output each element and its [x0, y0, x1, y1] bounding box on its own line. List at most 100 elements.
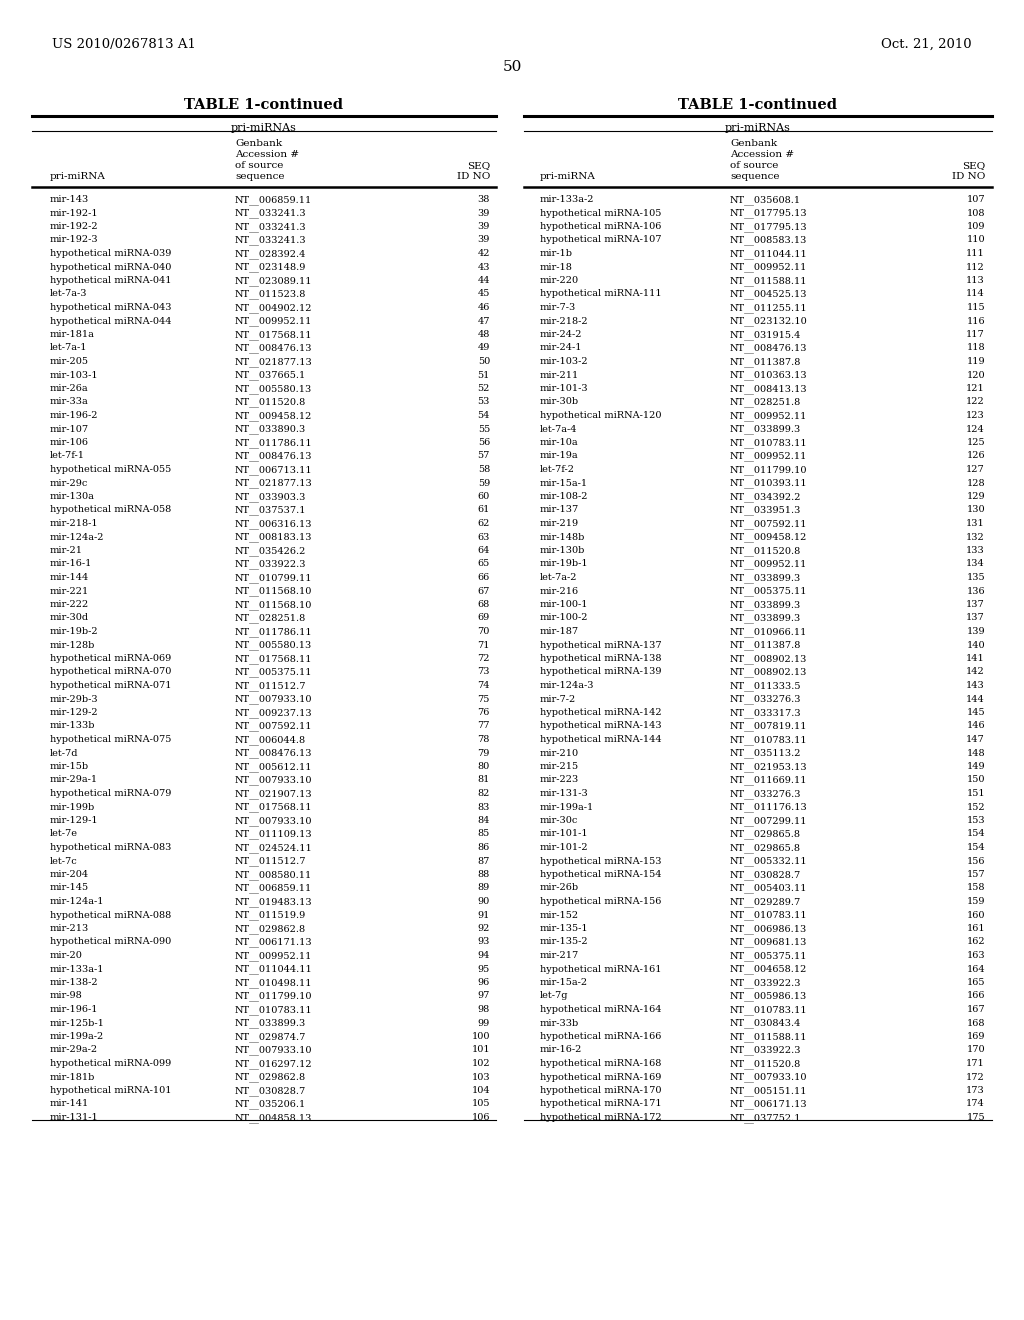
Text: NT__008476.13: NT__008476.13: [234, 451, 312, 461]
Text: mir-205: mir-205: [50, 356, 89, 366]
Text: 69: 69: [478, 614, 490, 623]
Text: NT__011255.11: NT__011255.11: [730, 304, 808, 313]
Text: 161: 161: [967, 924, 985, 933]
Text: NT__010783.11: NT__010783.11: [730, 1005, 808, 1015]
Text: NT__007819.11: NT__007819.11: [730, 722, 808, 731]
Text: hypothetical miRNA-138: hypothetical miRNA-138: [540, 653, 662, 663]
Text: NT__006044.8: NT__006044.8: [234, 735, 306, 744]
Text: NT__021907.13: NT__021907.13: [234, 789, 312, 799]
Text: NT__004902.12: NT__004902.12: [234, 304, 312, 313]
Text: 51: 51: [477, 371, 490, 380]
Text: mir-29a-1: mir-29a-1: [50, 776, 98, 784]
Text: NT__009952.11: NT__009952.11: [730, 560, 807, 569]
Text: hypothetical miRNA-069: hypothetical miRNA-069: [50, 653, 171, 663]
Text: hypothetical miRNA-169: hypothetical miRNA-169: [540, 1072, 662, 1081]
Text: mir-133b: mir-133b: [50, 722, 95, 730]
Text: 152: 152: [967, 803, 985, 812]
Text: 45: 45: [477, 289, 490, 298]
Text: mir-215: mir-215: [540, 762, 580, 771]
Text: 145: 145: [967, 708, 985, 717]
Text: 85: 85: [478, 829, 490, 838]
Text: 49: 49: [477, 343, 490, 352]
Text: 122: 122: [967, 397, 985, 407]
Text: hypothetical miRNA-166: hypothetical miRNA-166: [540, 1032, 662, 1041]
Text: hypothetical miRNA-070: hypothetical miRNA-070: [50, 668, 171, 676]
Text: hypothetical miRNA-071: hypothetical miRNA-071: [50, 681, 171, 690]
Text: 90: 90: [478, 898, 490, 906]
Text: pri-miRNA: pri-miRNA: [540, 172, 596, 181]
Text: 169: 169: [967, 1032, 985, 1041]
Text: hypothetical miRNA-107: hypothetical miRNA-107: [540, 235, 662, 244]
Text: NT__006859.11: NT__006859.11: [234, 195, 312, 205]
Text: hypothetical miRNA-142: hypothetical miRNA-142: [540, 708, 662, 717]
Text: mir-129-2: mir-129-2: [50, 708, 98, 717]
Text: mir-210: mir-210: [540, 748, 580, 758]
Text: 126: 126: [967, 451, 985, 461]
Text: 39: 39: [477, 222, 490, 231]
Text: 102: 102: [471, 1059, 490, 1068]
Text: NT__011512.7: NT__011512.7: [234, 857, 306, 866]
Text: let-7g: let-7g: [540, 991, 568, 1001]
Text: hypothetical miRNA-111: hypothetical miRNA-111: [540, 289, 662, 298]
Text: mir-7-3: mir-7-3: [540, 304, 577, 312]
Text: mir-135-1: mir-135-1: [540, 924, 589, 933]
Text: mir-221: mir-221: [50, 586, 89, 595]
Text: mir-108-2: mir-108-2: [540, 492, 589, 502]
Text: NT__010966.11: NT__010966.11: [730, 627, 807, 636]
Text: let-7a-1: let-7a-1: [50, 343, 87, 352]
Text: US 2010/0267813 A1: US 2010/0267813 A1: [52, 38, 196, 51]
Text: 167: 167: [967, 1005, 985, 1014]
Text: NT__008902.13: NT__008902.13: [730, 653, 807, 664]
Text: NT__004525.13: NT__004525.13: [730, 289, 808, 300]
Text: mir-152: mir-152: [540, 911, 580, 920]
Text: mir-24-2: mir-24-2: [540, 330, 583, 339]
Text: Accession #: Accession #: [730, 150, 795, 158]
Text: Genbank: Genbank: [730, 139, 777, 148]
Text: hypothetical miRNA-144: hypothetical miRNA-144: [540, 735, 662, 744]
Text: mir-18: mir-18: [540, 263, 572, 272]
Text: mir-137: mir-137: [540, 506, 580, 515]
Text: mir-19a: mir-19a: [540, 451, 579, 461]
Text: NT__009458.12: NT__009458.12: [730, 532, 807, 543]
Text: NT__028251.8: NT__028251.8: [234, 614, 306, 623]
Text: 55: 55: [478, 425, 490, 433]
Text: 95: 95: [478, 965, 490, 974]
Text: mir-131-3: mir-131-3: [540, 789, 589, 799]
Text: 39: 39: [477, 209, 490, 218]
Text: mir-26a: mir-26a: [50, 384, 89, 393]
Text: NT__006171.13: NT__006171.13: [730, 1100, 808, 1109]
Text: 39: 39: [477, 235, 490, 244]
Text: hypothetical miRNA-088: hypothetical miRNA-088: [50, 911, 171, 920]
Text: 57: 57: [477, 451, 490, 461]
Text: Genbank: Genbank: [234, 139, 283, 148]
Text: mir-211: mir-211: [540, 371, 580, 380]
Text: NT__017568.11: NT__017568.11: [234, 330, 312, 339]
Text: NT__017568.11: NT__017568.11: [234, 803, 312, 812]
Text: 124: 124: [967, 425, 985, 433]
Text: NT__005403.11: NT__005403.11: [730, 883, 808, 894]
Text: 137: 137: [967, 614, 985, 623]
Text: 93: 93: [477, 937, 490, 946]
Text: 42: 42: [477, 249, 490, 257]
Text: NT__005580.13: NT__005580.13: [234, 640, 312, 651]
Text: hypothetical miRNA-168: hypothetical miRNA-168: [540, 1059, 662, 1068]
Text: NT__021877.13: NT__021877.13: [234, 479, 312, 488]
Text: hypothetical miRNA-079: hypothetical miRNA-079: [50, 789, 171, 799]
Text: NT__037537.1: NT__037537.1: [234, 506, 306, 515]
Text: 59: 59: [478, 479, 490, 487]
Text: pri-miRNAs: pri-miRNAs: [231, 123, 297, 133]
Text: hypothetical miRNA-083: hypothetical miRNA-083: [50, 843, 171, 851]
Text: NT__010363.13: NT__010363.13: [730, 371, 808, 380]
Text: NT__033922.3: NT__033922.3: [730, 1045, 802, 1055]
Text: 77: 77: [477, 722, 490, 730]
Text: let-7a-4: let-7a-4: [540, 425, 578, 433]
Text: 104: 104: [471, 1086, 490, 1096]
Text: 163: 163: [967, 950, 985, 960]
Text: 82: 82: [477, 789, 490, 799]
Text: NT__011520.8: NT__011520.8: [730, 546, 801, 556]
Text: NT__033241.3: NT__033241.3: [234, 235, 306, 246]
Text: mir-33b: mir-33b: [540, 1019, 580, 1027]
Text: NT__016297.12: NT__016297.12: [234, 1059, 312, 1069]
Text: mir-101-3: mir-101-3: [540, 384, 589, 393]
Text: mir-135-2: mir-135-2: [540, 937, 589, 946]
